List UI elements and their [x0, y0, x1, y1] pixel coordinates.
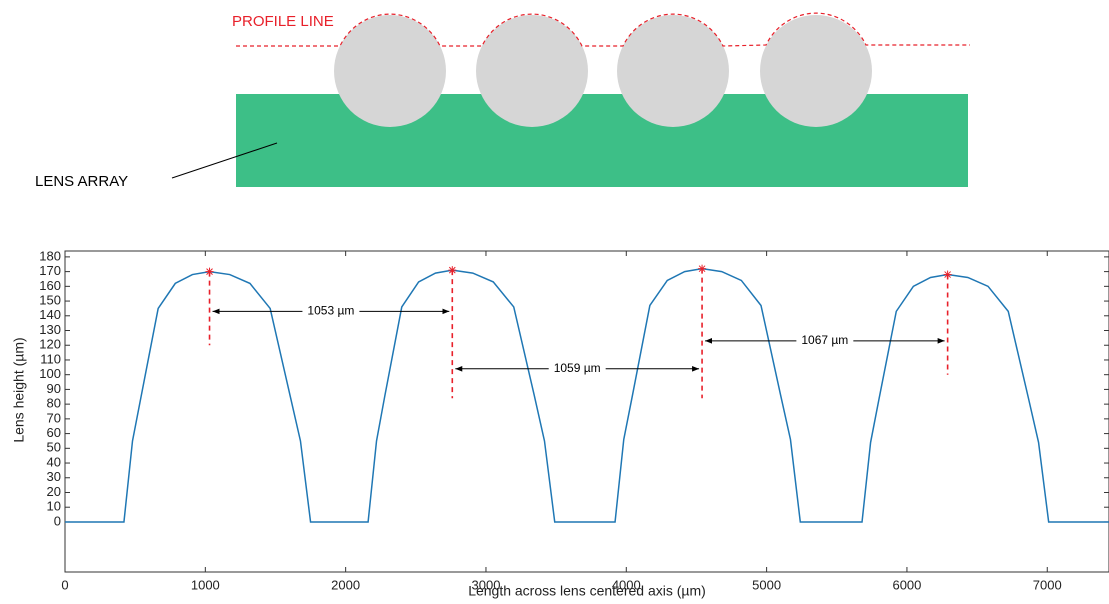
x-tick-label: 2000 [331, 577, 360, 592]
lens [476, 15, 588, 127]
y-tick-label: 120 [39, 337, 61, 352]
peak-marker [698, 265, 706, 273]
y-tick-label: 10 [47, 499, 61, 514]
x-tick-label: 7000 [1033, 577, 1062, 592]
plot-frame [65, 251, 1109, 572]
y-tick-label: 160 [39, 278, 61, 293]
profile-label: PROFILE LINE [232, 13, 334, 30]
array-label: LENS ARRAY [35, 173, 128, 190]
distance-label: 1067 µm [801, 333, 848, 347]
lens-diagram: PROFILE LINE LENS ARRAY [35, 13, 970, 190]
x-tick-label: 1000 [191, 577, 220, 592]
x-tick-label: 5000 [752, 577, 781, 592]
y-tick-label: 60 [47, 425, 61, 440]
y-tick-label: 150 [39, 293, 61, 308]
y-tick-label: 90 [47, 381, 61, 396]
y-tick-label: 140 [39, 307, 61, 322]
distance-label: 1053 µm [307, 304, 354, 318]
page: PROFILE LINE LENS ARRAY Length across le… [0, 0, 1109, 604]
x-tick-label: 0 [61, 577, 68, 592]
x-tick-label: 4000 [612, 577, 641, 592]
y-tick-label: 40 [47, 454, 61, 469]
x-tick-label: 3000 [472, 577, 501, 592]
y-tick-label: 50 [47, 440, 61, 455]
lens [334, 15, 446, 127]
y-tick-label: 180 [39, 248, 61, 263]
lens [760, 15, 872, 127]
y-tick-label: 20 [47, 484, 61, 499]
y-tick-label: 100 [39, 366, 61, 381]
x-tick-label: 6000 [892, 577, 921, 592]
y-tick-label: 80 [47, 396, 61, 411]
y-tick-label: 30 [47, 469, 61, 484]
lens-array-substrate [236, 94, 968, 187]
y-tick-label: 130 [39, 322, 61, 337]
peak-marker [448, 266, 456, 274]
profile-curve [65, 269, 1109, 522]
distance-label: 1059 µm [554, 361, 601, 375]
y-tick-label: 170 [39, 263, 61, 278]
y-tick-label: 0 [54, 513, 61, 528]
y-tick-label: 110 [40, 351, 61, 366]
figure: PROFILE LINE LENS ARRAY Length across le… [0, 0, 1109, 604]
y-tick-label: 70 [47, 410, 61, 425]
x-axis-label: Length across lens centered axis (µm) [468, 583, 706, 599]
peak-marker [206, 268, 214, 276]
lens [617, 15, 729, 127]
y-axis-label: Lens height (µm) [11, 337, 27, 442]
peak-marker [944, 271, 952, 279]
